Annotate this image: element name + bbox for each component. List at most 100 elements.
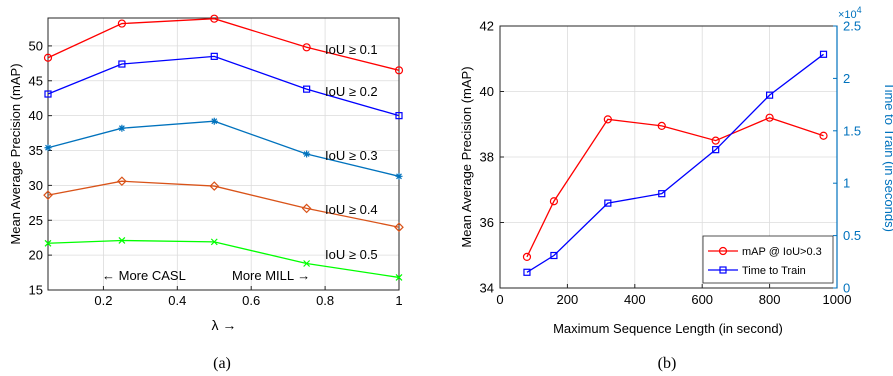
chart-b-point [712,146,720,154]
chart-b-ytick-right-label: 0 [843,281,850,296]
chart-b-xtick-label: 400 [624,292,646,307]
chart-a-point [394,222,404,233]
chart-a-plot-area [47,17,400,291]
chart-b-point [819,50,828,58]
chart-b-legend-label-1: Time to Train [742,265,806,277]
chart-b-point [657,121,666,130]
chart-b-point [765,113,774,122]
chart-b-ytick-left-label: 34 [480,281,494,296]
chart-a-point [303,85,311,93]
chart-b-ytick-left-label: 38 [480,150,494,165]
chart-b-legend: mAP @ IoU>0.3 Time to Train [702,235,834,284]
chart-a-ytick-label: 35 [29,143,43,158]
chart-a-ylabel: Mean Average Precision (mAP) [8,63,23,244]
chart-b-ytick-right-label: 2 [843,71,850,86]
chart-b-ticks: 0 200 400 600 800 1000 34 36 38 40 42 0 0.5 1 1.5 2 2.5 [480,19,862,308]
chart-a-ytick-label: 45 [29,73,43,88]
chart-b-point [523,268,531,276]
chart-a-xtick-label: 0.6 [242,293,260,308]
chart-a-annotation-mill: More MILL → [232,268,310,283]
chart-a-xtick-label: 0.8 [316,293,334,308]
chart-a-ytick-label: 25 [29,213,43,228]
chart-b-xtick-label: 800 [759,292,781,307]
chart-b-series-line-0 [526,117,824,258]
chart-b: 0 200 400 600 800 1000343638404200.511.522.5 … [459,5,893,336]
chart-a-point [44,90,52,98]
chart-a-ytick-label: 15 [29,283,43,298]
caption-a: (a) [213,355,231,372]
chart-b-series [522,50,828,276]
chart-b-point [549,197,559,206]
chart-a-point [395,172,403,180]
chart-b-xtick-label: 1000 [823,292,852,307]
chart-b-xtick-label: 200 [557,292,579,307]
chart-a-xtick-label: 0.2 [94,293,112,308]
chart-b-point [522,252,532,261]
chart-a-point [118,124,126,132]
chart-b-ytick-right-label: 0.5 [843,228,861,243]
chart-b-legend-box [702,235,834,284]
chart-a-series-line-1 [47,55,400,117]
chart-a-point [302,43,311,52]
caption-b: (b) [658,355,677,372]
chart-a-point [394,66,404,75]
chart-b-ytick-right-label: 2.5 [843,19,861,34]
chart-b-right-multiplier: ×104 [838,5,862,21]
chart-a-point [301,203,312,214]
chart-a-ytick-label: 40 [29,108,43,123]
chart-a-series-label-1: IoU ≥ 0.2 [325,84,378,99]
chart-a-point [303,150,311,158]
chart-b-point [603,115,612,124]
chart-a-point [44,144,52,152]
chart-b-point [711,136,720,145]
chart-a-point [117,176,127,187]
chart-b-xtick-label: 600 [691,292,713,307]
chart-b-series-line-1 [526,53,824,273]
chart-a-series-line-0 [47,18,400,71]
chart-a-xlabel: λ → [212,317,237,333]
chart-a-point [395,112,403,120]
chart-a-point [118,237,126,244]
chart-a-ytick-label: 50 [29,38,43,53]
chart-a-point [43,190,53,200]
chart-a-series [43,14,404,281]
chart-b-point [765,91,774,99]
chart-a-ticks: 0.2 0.4 0.6 0.8 1 15 20 25 30 35 40 45 50 [29,38,403,308]
chart-a-point [210,117,218,125]
chart-b-legend-marker-1 [719,266,727,274]
chart-a-annotation-casl: ← More CASL [102,268,186,283]
chart-a-point [44,239,52,247]
chart-b-point [550,251,558,260]
chart-b-xlabel: Maximum Sequence Length (in second) [553,321,783,336]
chart-a-point [118,60,126,68]
chart-b-xtick-label: 0 [496,292,503,307]
chart-b-point [819,131,828,140]
chart-a-point [303,260,311,267]
chart-b-point [658,190,666,198]
chart-b-point [604,199,612,207]
chart-a-series-label-2: IoU ≥ 0.3 [325,148,378,163]
chart-a-xtick-label: 1 [395,293,402,308]
chart-b-ytick-left-label: 42 [480,19,494,34]
chart-a-point [209,181,220,191]
chart-a-series-label-0: IoU ≥ 0.1 [325,42,378,57]
chart-a-series-label-3: IoU ≥ 0.4 [325,202,378,217]
chart-a-point [395,274,403,281]
chart-a-series-label-4: IoU ≥ 0.5 [325,247,378,262]
chart-a-point [117,19,126,28]
chart-b-ytick-right-label: 1 [843,176,850,191]
chart-a-ytick-label: 30 [29,178,43,193]
chart-b-ytick-right-label: 1.5 [843,123,861,138]
chart-b-ytick-left-label: 40 [480,84,494,99]
chart-b-legend-marker-0 [718,246,728,256]
chart-a-point [43,53,53,62]
chart-b-ytick-left-label: 36 [480,215,494,230]
chart-a-point [210,238,218,246]
chart-b-ylabel-right: Time to Train (in seconds) [882,82,893,232]
chart-a-series-line-3 [47,180,400,228]
chart-a-xtick-label: 0.4 [168,293,186,308]
chart-a-point [210,14,219,23]
chart-a-ytick-label: 20 [29,248,43,263]
